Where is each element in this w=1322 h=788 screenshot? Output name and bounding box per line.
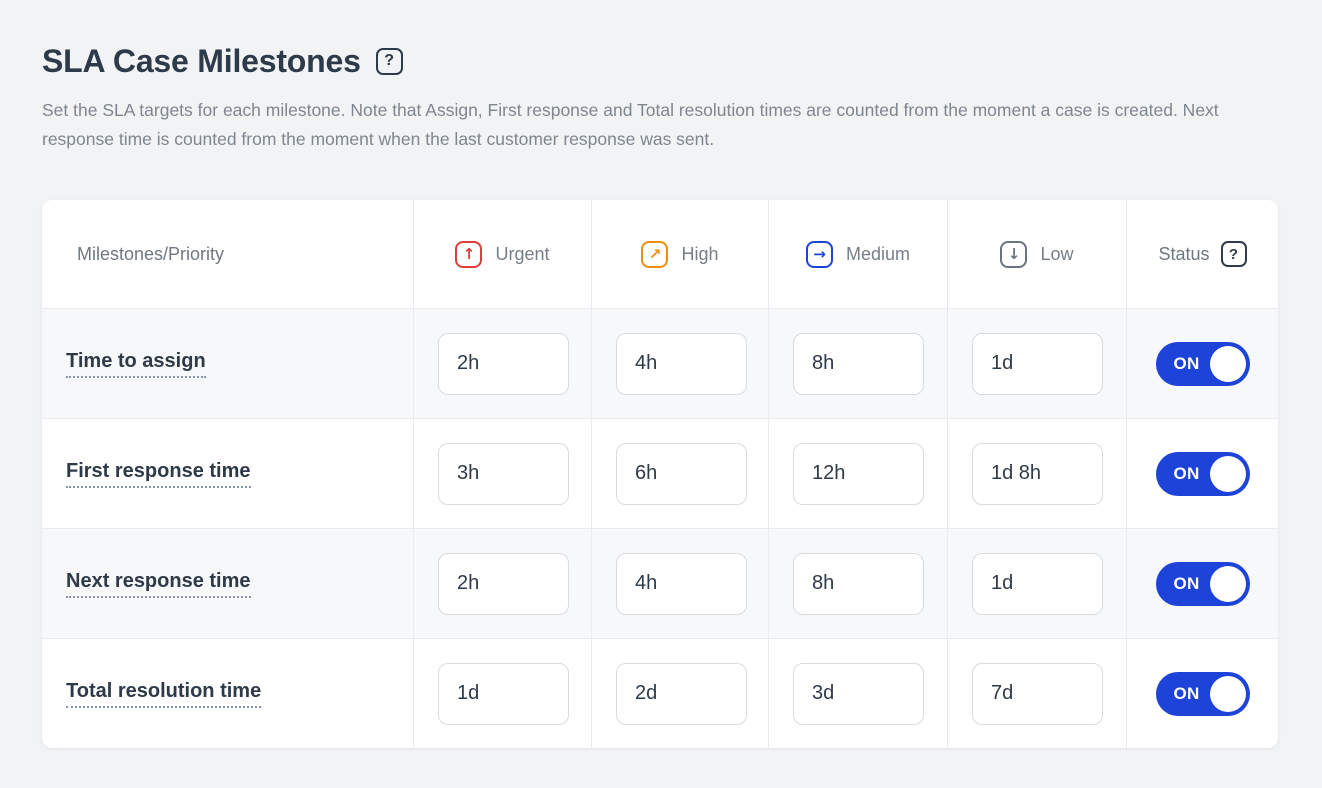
- arrow-up-right-icon: ↗: [641, 240, 669, 268]
- table-row: Time to assign ON: [42, 308, 1278, 418]
- arrow-up-icon: ↑: [455, 240, 483, 268]
- arrow-right-icon: →: [805, 240, 833, 268]
- value-cell: [768, 309, 947, 418]
- table-row: Total resolution time ON: [42, 638, 1278, 748]
- value-cell: [413, 529, 591, 638]
- table-row: First response time ON: [42, 418, 1278, 528]
- sla-settings-page: SLA Case Milestones ? Set the SLA target…: [42, 40, 1280, 748]
- table-header-row: Milestones/Priority ↑ Urgent ↗ High → Me…: [42, 200, 1278, 308]
- milestone-link-time-to-assign[interactable]: Time to assign: [66, 350, 206, 378]
- value-cell: [591, 529, 768, 638]
- sla-input-assign-medium[interactable]: [793, 332, 924, 395]
- sla-input-assign-high[interactable]: [616, 332, 747, 395]
- sla-milestones-table: Milestones/Priority ↑ Urgent ↗ High → Me…: [42, 200, 1278, 748]
- toggle-on-label: ON: [1173, 683, 1200, 703]
- value-cell: [947, 529, 1126, 638]
- value-cell: [591, 419, 768, 528]
- value-cell: [413, 639, 591, 748]
- value-cell: [413, 419, 591, 528]
- milestone-cell: First response time: [42, 419, 413, 528]
- column-header-milestones: Milestones/Priority: [42, 200, 413, 308]
- column-header-urgent: ↑ Urgent: [413, 200, 591, 308]
- value-cell: [768, 419, 947, 528]
- status-cell: ON: [1126, 419, 1278, 528]
- milestone-cell: Next response time: [42, 529, 413, 638]
- sla-input-total-resolution-urgent[interactable]: [438, 662, 569, 725]
- value-cell: [768, 639, 947, 748]
- sla-input-first-response-low[interactable]: [972, 442, 1103, 505]
- toggle-knob: [1209, 455, 1246, 492]
- status-toggle-next-response[interactable]: ON: [1155, 561, 1250, 606]
- status-toggle-time-to-assign[interactable]: ON: [1155, 341, 1250, 386]
- status-cell: ON: [1126, 529, 1278, 638]
- page-description: Set the SLA targets for each milestone. …: [42, 100, 1219, 149]
- status-toggle-first-response[interactable]: ON: [1155, 451, 1250, 496]
- toggle-on-label: ON: [1173, 573, 1200, 593]
- sla-input-total-resolution-low[interactable]: [972, 662, 1103, 725]
- column-header-low: ↓ Low: [947, 200, 1126, 308]
- urgent-column-label: Urgent: [495, 243, 550, 264]
- sla-input-total-resolution-medium[interactable]: [793, 662, 924, 725]
- milestone-link-total-resolution[interactable]: Total resolution time: [66, 680, 262, 708]
- sla-input-next-response-high[interactable]: [616, 552, 747, 615]
- sla-input-next-response-urgent[interactable]: [438, 552, 569, 615]
- table-row: Next response time ON: [42, 528, 1278, 638]
- value-cell: [947, 639, 1126, 748]
- sla-input-total-resolution-high[interactable]: [616, 662, 747, 725]
- sla-input-assign-low[interactable]: [972, 332, 1103, 395]
- value-cell: [591, 309, 768, 418]
- value-cell: [591, 639, 768, 748]
- milestone-link-next-response[interactable]: Next response time: [66, 570, 251, 598]
- value-cell: [947, 309, 1126, 418]
- value-cell: [768, 529, 947, 638]
- toggle-on-label: ON: [1173, 463, 1200, 483]
- column-header-status: Status ?: [1126, 200, 1278, 308]
- sla-input-next-response-medium[interactable]: [793, 552, 924, 615]
- column-header-high: ↗ High: [591, 200, 768, 308]
- title-row: SLA Case Milestones ?: [42, 40, 1280, 82]
- high-column-label: High: [681, 243, 719, 264]
- value-cell: [947, 419, 1126, 528]
- arrow-down-icon: ↓: [1000, 240, 1028, 268]
- toggle-knob: [1209, 675, 1246, 712]
- low-column-label: Low: [1040, 243, 1074, 264]
- sla-input-first-response-urgent[interactable]: [438, 442, 569, 505]
- medium-column-label: Medium: [845, 243, 911, 264]
- status-help-icon[interactable]: ?: [1220, 241, 1247, 267]
- sla-input-assign-urgent[interactable]: [438, 332, 569, 395]
- milestones-column-label: Milestones/Priority: [77, 243, 225, 264]
- milestone-cell: Total resolution time: [42, 639, 413, 748]
- title-help-icon[interactable]: ?: [375, 47, 403, 75]
- sla-input-first-response-medium[interactable]: [793, 442, 924, 505]
- status-cell: ON: [1126, 639, 1278, 748]
- column-header-medium: → Medium: [768, 200, 947, 308]
- status-toggle-total-resolution[interactable]: ON: [1155, 671, 1250, 716]
- page-title: SLA Case Milestones: [42, 42, 361, 79]
- status-cell: ON: [1126, 309, 1278, 418]
- milestone-cell: Time to assign: [42, 309, 413, 418]
- toggle-knob: [1209, 345, 1246, 382]
- status-column-label: Status: [1158, 243, 1210, 264]
- sla-input-next-response-low[interactable]: [972, 552, 1103, 615]
- milestone-link-first-response[interactable]: First response time: [66, 460, 251, 488]
- toggle-on-label: ON: [1173, 353, 1200, 373]
- sla-input-first-response-high[interactable]: [616, 442, 747, 505]
- value-cell: [413, 309, 591, 418]
- toggle-knob: [1209, 565, 1246, 602]
